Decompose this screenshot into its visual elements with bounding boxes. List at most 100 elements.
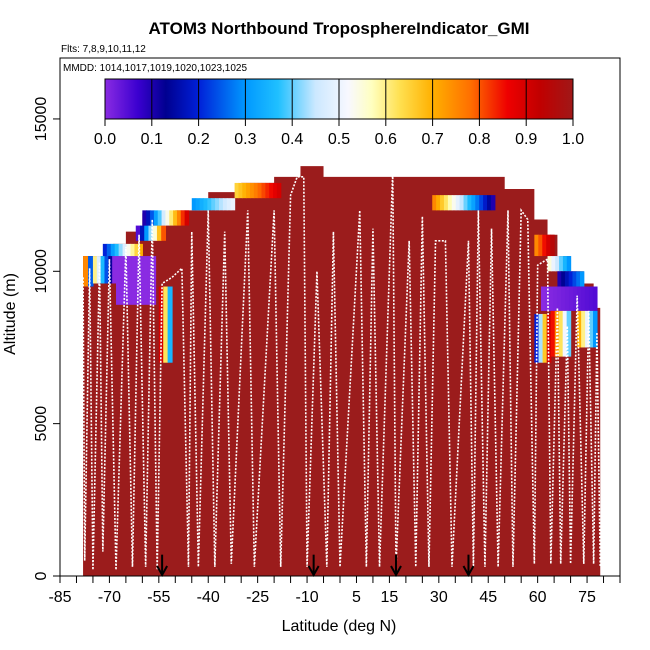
region-cell — [443, 195, 449, 211]
x-axis: -85 -70 -55 -40 -25 -10 5 15 30 45 60 75 — [48, 576, 621, 606]
region-cell — [161, 210, 167, 226]
arrow-head — [462, 565, 475, 578]
region-cell — [467, 195, 472, 211]
region-cell — [257, 182, 263, 199]
y-axis: 0 5000 10000 15000 — [33, 97, 60, 580]
region-cell — [176, 210, 182, 226]
chart-subtitle-flights: Flts: 7,8,9,10,11,12 — [61, 44, 146, 55]
region-cell — [447, 195, 453, 211]
region-cell — [122, 243, 128, 257]
region-cell — [150, 210, 155, 226]
region-cell — [153, 210, 159, 226]
region-cell — [546, 234, 551, 257]
region-cell — [156, 225, 162, 241]
region-cell — [102, 243, 108, 257]
region-cell — [199, 198, 205, 211]
region-cell — [540, 286, 546, 311]
colorbar-dividers — [151, 79, 527, 119]
x-tick-label: -40 — [197, 589, 220, 606]
colorbar-tick-label: 0.2 — [187, 131, 209, 148]
region-cell — [88, 256, 94, 287]
chart-subtitle-mmdd: MMDD: 1014,1017,1019,1020,1023,1025 — [63, 63, 247, 74]
region-cell — [471, 195, 476, 211]
region-cell — [203, 198, 208, 211]
region-cell — [127, 256, 133, 305]
region-cell — [108, 256, 113, 284]
region-cell — [576, 271, 581, 287]
region-cell — [139, 256, 145, 305]
region-cell — [116, 256, 121, 305]
x-tick-label: 75 — [578, 589, 596, 606]
region-cell — [131, 256, 137, 305]
region-cell — [562, 310, 568, 357]
troposphere-curtain — [83, 166, 601, 576]
region-cell — [562, 256, 568, 272]
region-cell — [538, 313, 544, 363]
y-tick-label: 10000 — [33, 249, 50, 294]
region-cell — [100, 256, 106, 284]
region-cell — [542, 313, 548, 363]
region-cell — [143, 256, 149, 305]
x-tick-label: 5 — [352, 589, 361, 606]
region-cell — [249, 182, 255, 199]
region-cell — [561, 271, 566, 287]
x-tick-label: -25 — [246, 589, 269, 606]
region-cell — [538, 234, 543, 257]
y-axis-label: Altitude (m) — [2, 273, 19, 355]
region-cell — [184, 210, 190, 226]
region-cell — [140, 225, 145, 241]
region-cell — [126, 243, 132, 257]
colorbar-tick-label: 0.3 — [234, 131, 256, 148]
region-cell — [158, 286, 164, 363]
region-cell — [566, 310, 572, 357]
colorbar-labels: 0.0 0.1 0.2 0.3 0.4 0.5 0.6 0.7 0.8 0.9 1.0 — [94, 119, 584, 148]
region-cell — [558, 310, 564, 357]
region-cell — [138, 243, 143, 257]
region-cell — [226, 198, 232, 211]
region-cell — [551, 256, 556, 272]
colorbar-tick-label: 0.6 — [375, 131, 397, 148]
region-cell — [222, 198, 228, 211]
region-cell — [215, 198, 220, 211]
region-cell — [588, 286, 594, 311]
region-cell — [273, 182, 278, 199]
region-cell — [152, 225, 158, 241]
region-cell — [118, 243, 124, 257]
region-cell — [550, 234, 555, 257]
non-troposphere-regions — [83, 182, 598, 363]
region-cell — [265, 182, 270, 199]
region-cell — [119, 256, 125, 305]
region-cell — [459, 195, 465, 211]
region-cell — [568, 286, 574, 311]
region-cell — [436, 195, 441, 211]
region-cell — [142, 210, 147, 226]
region-cell — [161, 225, 167, 241]
arrow-head — [156, 565, 168, 578]
region-cell — [463, 195, 469, 211]
region-cell — [195, 198, 201, 211]
colorbar-tick-label: 0.7 — [421, 131, 443, 148]
region-cell — [479, 195, 484, 211]
x-tick-label: -55 — [147, 589, 170, 606]
colorbar-tick-label: 0.9 — [515, 131, 537, 148]
y-tick-label: 0 — [33, 571, 50, 580]
region-cell — [455, 195, 461, 211]
region-cell — [112, 256, 117, 284]
region-cell — [568, 271, 574, 287]
x-tick-label: 30 — [430, 589, 448, 606]
region-cell — [584, 286, 590, 311]
region-cell — [576, 286, 582, 311]
x-tick-label: -70 — [98, 589, 121, 606]
region-cell — [440, 195, 445, 211]
region-cell — [555, 256, 560, 272]
y-tick-label: 15000 — [33, 97, 50, 142]
arrow-marker — [156, 554, 168, 578]
region-cell — [451, 195, 457, 211]
region-cell — [146, 210, 151, 226]
region-cell — [589, 310, 594, 348]
x-tick-label: -10 — [295, 589, 318, 606]
x-tick-label: 15 — [381, 589, 399, 606]
region-cell — [544, 286, 550, 311]
region-cell — [560, 286, 566, 311]
